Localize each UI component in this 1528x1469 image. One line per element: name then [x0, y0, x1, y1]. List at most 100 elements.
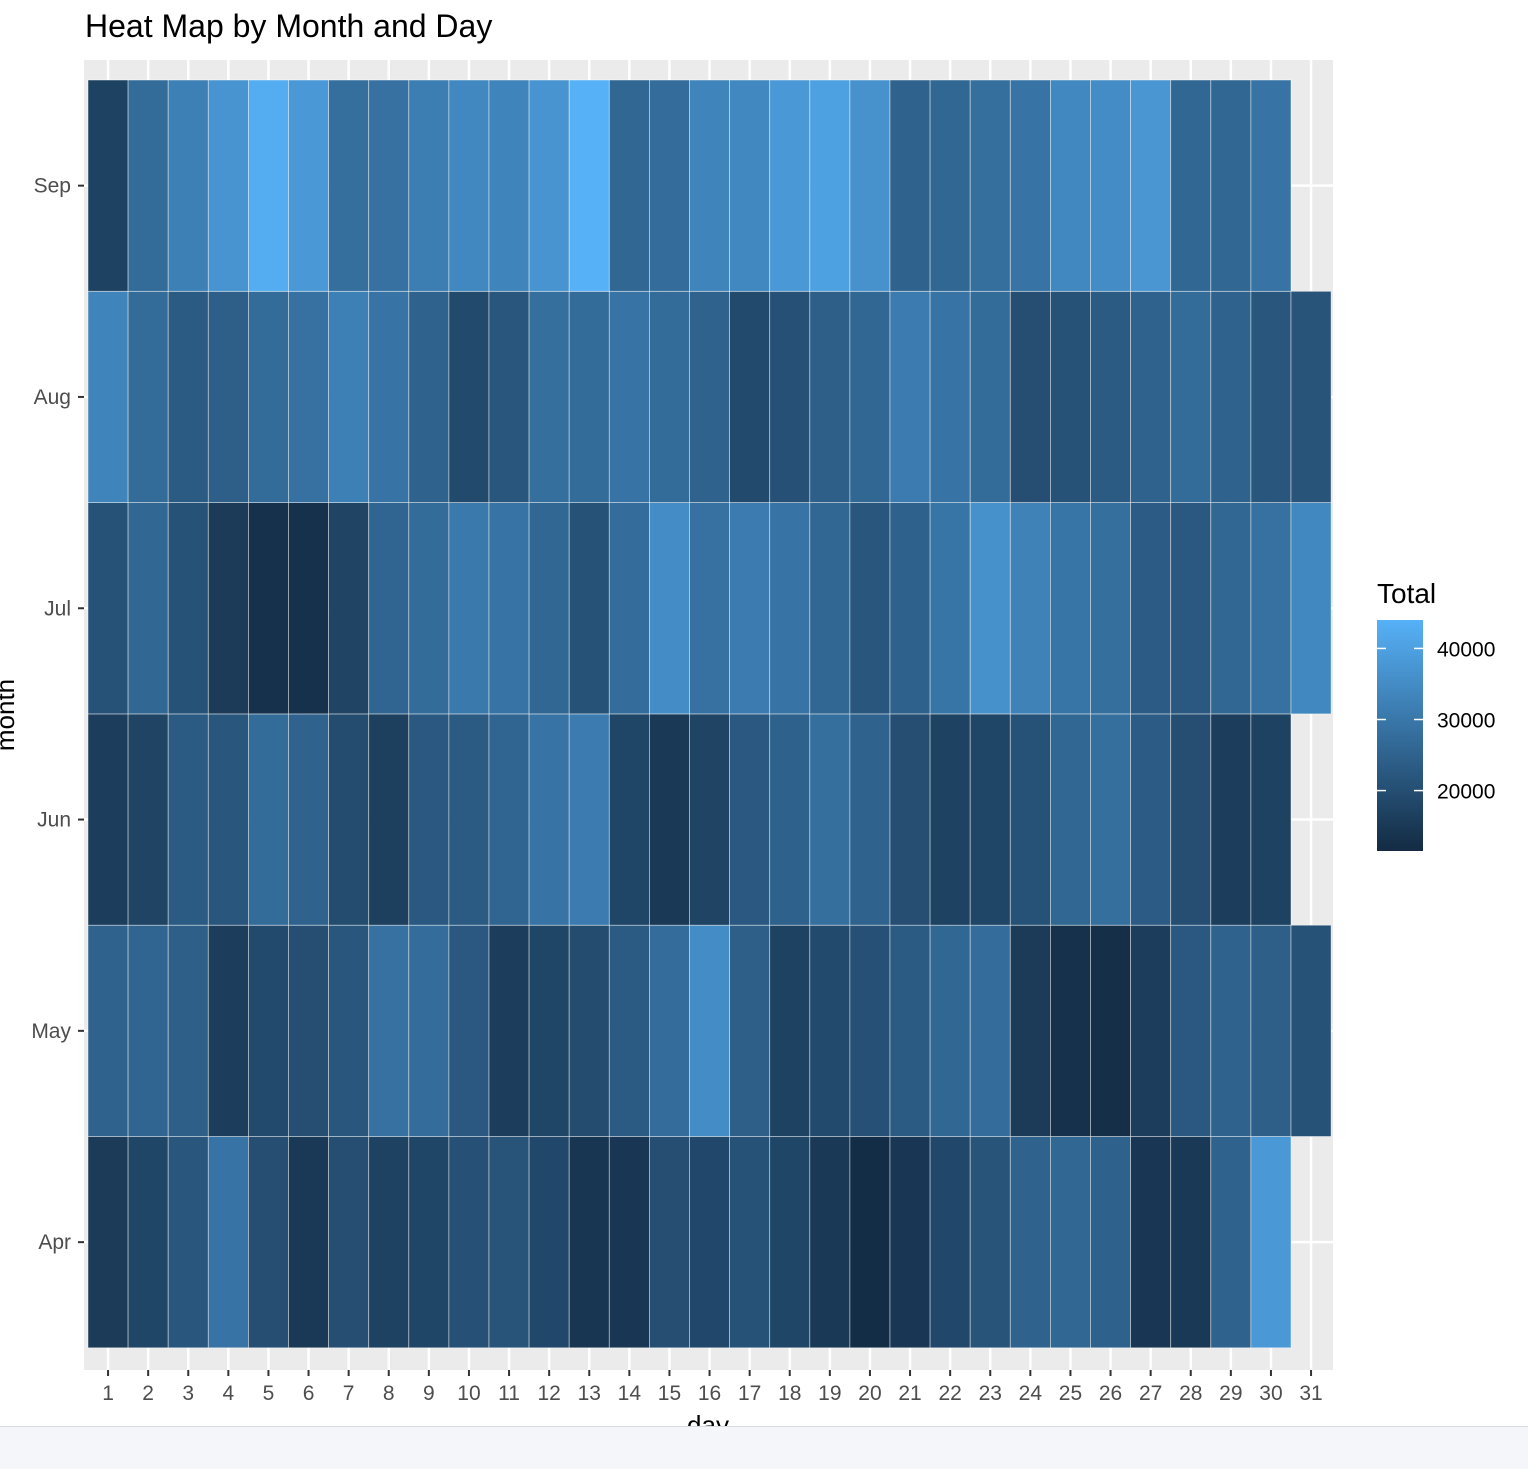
heatmap-tile-aug-17 — [729, 290, 771, 503]
heatmap-tile-sep-12 — [528, 79, 570, 292]
heatmap-tile-jul-12 — [528, 502, 570, 715]
heatmap-tile-jul-14 — [608, 502, 650, 715]
heatmap-tile-jun-8 — [368, 713, 410, 926]
heatmap-tile-may-18 — [769, 924, 811, 1137]
heatmap-tile-sep-17 — [729, 79, 771, 292]
heatmap-tile-may-25 — [1050, 924, 1091, 1137]
heatmap-tile-may-17 — [729, 924, 771, 1137]
chart-title: Heat Map by Month and Day — [85, 8, 492, 44]
x-tick-label: 23 — [979, 1382, 1002, 1405]
heatmap-tile-aug-30 — [1250, 290, 1292, 503]
heatmap-tile-jun-7 — [328, 713, 370, 926]
heatmap-tile-jun-16 — [689, 713, 730, 926]
x-tick-label: 28 — [1179, 1382, 1202, 1405]
heatmap-tile-aug-21 — [889, 290, 931, 503]
heatmap-tile-apr-16 — [689, 1136, 730, 1349]
heatmap-tile-jul-13 — [568, 502, 610, 715]
y-tick-label: May — [31, 1020, 71, 1043]
heatmap-tile-jun-19 — [809, 713, 851, 926]
x-tick-label: 2 — [142, 1382, 154, 1405]
x-tick-label: 17 — [738, 1382, 761, 1405]
heatmap-tile-jun-11 — [488, 713, 530, 926]
heatmap-tile-apr-25 — [1050, 1136, 1091, 1349]
heatmap-tile-sep-24 — [1009, 79, 1051, 292]
heatmap-tile-jun-17 — [729, 713, 771, 926]
heatmap-tile-sep-29 — [1210, 79, 1252, 292]
heatmap-tile-aug-13 — [568, 290, 610, 503]
heatmap-tile-jun-23 — [969, 713, 1011, 926]
legend: Total 20000 30000 40000 — [1377, 578, 1495, 851]
heatmap-tile-sep-22 — [929, 79, 971, 292]
heatmap-tile-sep-11 — [488, 79, 530, 292]
legend-tick-label: 20000 — [1437, 781, 1495, 804]
heatmap-tile-jun-13 — [568, 713, 610, 926]
heatmap-tile-aug-18 — [769, 290, 811, 503]
heatmap-tile-jul-26 — [1090, 502, 1131, 715]
x-tick-label: 26 — [1099, 1382, 1122, 1405]
legend-colorbar — [1377, 620, 1423, 851]
heatmap-tile-apr-2 — [127, 1136, 169, 1349]
y-tick-label: Apr — [38, 1231, 71, 1254]
heatmap-tile-jul-28 — [1170, 502, 1212, 715]
heatmap-tile-jul-24 — [1009, 502, 1051, 715]
heatmap-tile-jul-7 — [328, 502, 370, 715]
x-tick-label: 14 — [618, 1382, 642, 1405]
x-tick-label: 8 — [383, 1382, 395, 1405]
heatmap-tile-jun-22 — [929, 713, 971, 926]
heatmap-tile-apr-6 — [288, 1136, 329, 1349]
heatmap-tile-apr-24 — [1009, 1136, 1051, 1349]
x-tick-label: 18 — [778, 1382, 801, 1405]
heatmap-tile-may-27 — [1130, 924, 1172, 1137]
heatmap-tile-jul-27 — [1130, 502, 1172, 715]
y-tick-label: Aug — [34, 386, 71, 409]
heatmap-tile-may-31 — [1290, 924, 1332, 1137]
heatmap-tile-jul-2 — [127, 502, 169, 715]
heatmap-tile-apr-3 — [167, 1136, 209, 1349]
heatmap-tile-aug-31 — [1290, 290, 1332, 503]
y-axis: Apr May Jun Jul Aug Sep — [31, 175, 84, 1254]
heatmap-tile-may-12 — [528, 924, 570, 1137]
heatmap-tile-jun-15 — [649, 713, 690, 926]
legend-tick-label: 30000 — [1437, 710, 1495, 733]
heatmap-tile-apr-4 — [207, 1136, 249, 1349]
heatmap-tile-jul-31 — [1290, 502, 1332, 715]
heatmap-tile-jun-9 — [408, 713, 450, 926]
heatmap-tile-apr-17 — [729, 1136, 771, 1349]
heatmap-tile-apr-20 — [849, 1136, 891, 1349]
heatmap-tile-aug-15 — [649, 290, 690, 503]
heatmap-tile-sep-3 — [167, 79, 209, 292]
heatmap-tile-sep-21 — [889, 79, 931, 292]
heatmap-tile-jul-6 — [288, 502, 329, 715]
heatmap-tile-sep-1 — [87, 79, 129, 292]
heatmap-tile-jun-20 — [849, 713, 891, 926]
heatmap-tile-sep-15 — [649, 79, 690, 292]
heatmap-tile-apr-5 — [247, 1136, 289, 1349]
heatmap-tile-aug-26 — [1090, 290, 1131, 503]
heatmap-tile-aug-12 — [528, 290, 570, 503]
heatmap-tile-sep-13 — [568, 79, 610, 292]
heatmap-tile-aug-24 — [1009, 290, 1051, 503]
x-tick-label: 19 — [818, 1382, 841, 1405]
x-tick-label: 9 — [423, 1382, 435, 1405]
heatmap-tile-jul-21 — [889, 502, 931, 715]
heatmap-tile-apr-1 — [87, 1136, 129, 1349]
heatmap-tile-sep-14 — [608, 79, 650, 292]
heatmap-tile-jun-12 — [528, 713, 570, 926]
x-tick-label: 27 — [1139, 1382, 1162, 1405]
heatmap-tile-jul-18 — [769, 502, 811, 715]
heatmap-tile-apr-14 — [608, 1136, 650, 1349]
heatmap-tile-apr-12 — [528, 1136, 570, 1349]
heatmap-tile-apr-26 — [1090, 1136, 1131, 1349]
heatmap-tile-jul-11 — [488, 502, 530, 715]
heatmap-tile-aug-16 — [689, 290, 730, 503]
heatmap-tile-aug-23 — [969, 290, 1011, 503]
x-axis-label: day — [687, 1410, 729, 1426]
heatmap-tile-jun-26 — [1090, 713, 1131, 926]
heatmap-tile-may-15 — [649, 924, 690, 1137]
heatmap-tile-sep-8 — [368, 79, 410, 292]
x-tick-label: 11 — [498, 1382, 520, 1405]
heatmap-tile-may-13 — [568, 924, 610, 1137]
heatmap-tile-jul-15 — [649, 502, 690, 715]
heatmap-tile-apr-13 — [568, 1136, 610, 1349]
heatmap-tile-aug-14 — [608, 290, 650, 503]
